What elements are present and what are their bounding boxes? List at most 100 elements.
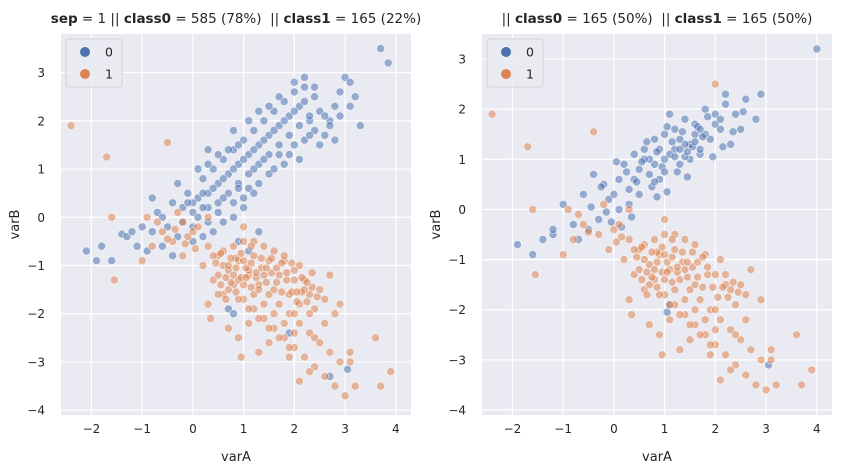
data-point	[637, 275, 647, 284]
title-part: = 165 (50%)	[722, 11, 813, 27]
data-point	[259, 116, 269, 126]
data-point	[107, 256, 116, 266]
data-point	[158, 227, 167, 236]
data-point	[700, 315, 710, 325]
data-point	[710, 305, 720, 315]
data-point	[665, 300, 675, 310]
data-point	[660, 230, 669, 239]
data-point	[208, 227, 218, 236]
data-point	[756, 295, 766, 305]
y-tick-label: 1	[37, 163, 45, 177]
x-tick-label: −1	[554, 422, 572, 436]
data-point	[657, 350, 667, 360]
data-point	[680, 140, 690, 149]
data-point	[231, 263, 241, 273]
data-point	[667, 137, 677, 147]
data-point	[614, 205, 624, 214]
data-point	[320, 372, 330, 381]
data-point	[269, 246, 279, 256]
data-point	[229, 241, 238, 251]
data-point	[612, 157, 621, 167]
data-point	[239, 203, 248, 212]
data-point	[269, 164, 279, 174]
data-point	[761, 385, 771, 395]
data-point	[683, 257, 692, 267]
data-point	[345, 347, 355, 357]
data-point	[716, 375, 725, 385]
data-point	[274, 270, 284, 280]
data-point	[660, 167, 669, 177]
data-point	[756, 355, 766, 365]
data-point	[219, 174, 228, 183]
data-point	[627, 212, 636, 222]
data-point	[609, 190, 619, 199]
data-point	[708, 152, 718, 162]
data-point	[295, 319, 304, 328]
data-point	[274, 299, 284, 309]
y-tick-label: −4	[27, 404, 45, 418]
data-point	[170, 225, 180, 234]
legend-frame	[65, 38, 123, 88]
data-point	[249, 251, 259, 261]
data-point	[330, 381, 340, 391]
data-point	[345, 77, 355, 87]
data-point	[305, 131, 314, 140]
data-point	[279, 319, 289, 328]
data-point	[246, 282, 256, 292]
data-point	[728, 127, 738, 137]
y-tick-label: 3	[458, 53, 466, 67]
y-tick-label: 3	[37, 66, 45, 80]
data-point	[670, 125, 680, 134]
y-tick-label: 2	[458, 103, 466, 117]
data-point	[229, 309, 238, 319]
data-point	[289, 309, 299, 319]
data-point	[716, 114, 725, 124]
data-point	[528, 205, 538, 214]
data-point	[289, 140, 299, 150]
data-point	[153, 217, 162, 227]
data-point	[277, 287, 287, 297]
data-point	[652, 147, 662, 157]
data-point	[680, 295, 690, 305]
plot-background	[61, 34, 411, 415]
data-point	[751, 380, 761, 390]
data-point	[269, 126, 279, 135]
data-point	[274, 333, 284, 343]
data-point	[695, 330, 705, 340]
data-point	[632, 252, 642, 262]
x-tick-label: 3	[762, 422, 770, 436]
data-point	[320, 319, 330, 328]
data-point	[183, 198, 193, 208]
data-point	[741, 370, 751, 380]
legend-marker	[80, 69, 90, 79]
data-point	[203, 213, 213, 222]
data-point	[246, 258, 256, 268]
data-point	[766, 345, 776, 355]
data-point	[102, 152, 111, 162]
data-point	[173, 179, 182, 188]
data-point	[300, 82, 309, 92]
data-point	[289, 265, 299, 275]
data-point	[229, 164, 238, 174]
data-point	[698, 132, 708, 142]
data-point	[675, 345, 685, 355]
data-point	[629, 245, 639, 254]
data-point	[234, 294, 243, 304]
data-point	[721, 270, 730, 279]
data-point	[632, 177, 642, 187]
data-point	[350, 92, 360, 101]
data-point	[513, 240, 522, 249]
data-point	[330, 309, 340, 319]
chart-title: || class0 = 165 (50%) || class1 = 165 (5…	[502, 11, 813, 27]
data-point	[726, 285, 735, 295]
data-point	[163, 138, 172, 147]
data-point	[216, 249, 226, 258]
data-point	[741, 94, 751, 104]
legend-label: 1	[526, 67, 534, 82]
data-point	[310, 82, 319, 92]
legend-label: 1	[105, 67, 113, 82]
data-point	[746, 265, 756, 274]
data-point	[229, 126, 238, 135]
